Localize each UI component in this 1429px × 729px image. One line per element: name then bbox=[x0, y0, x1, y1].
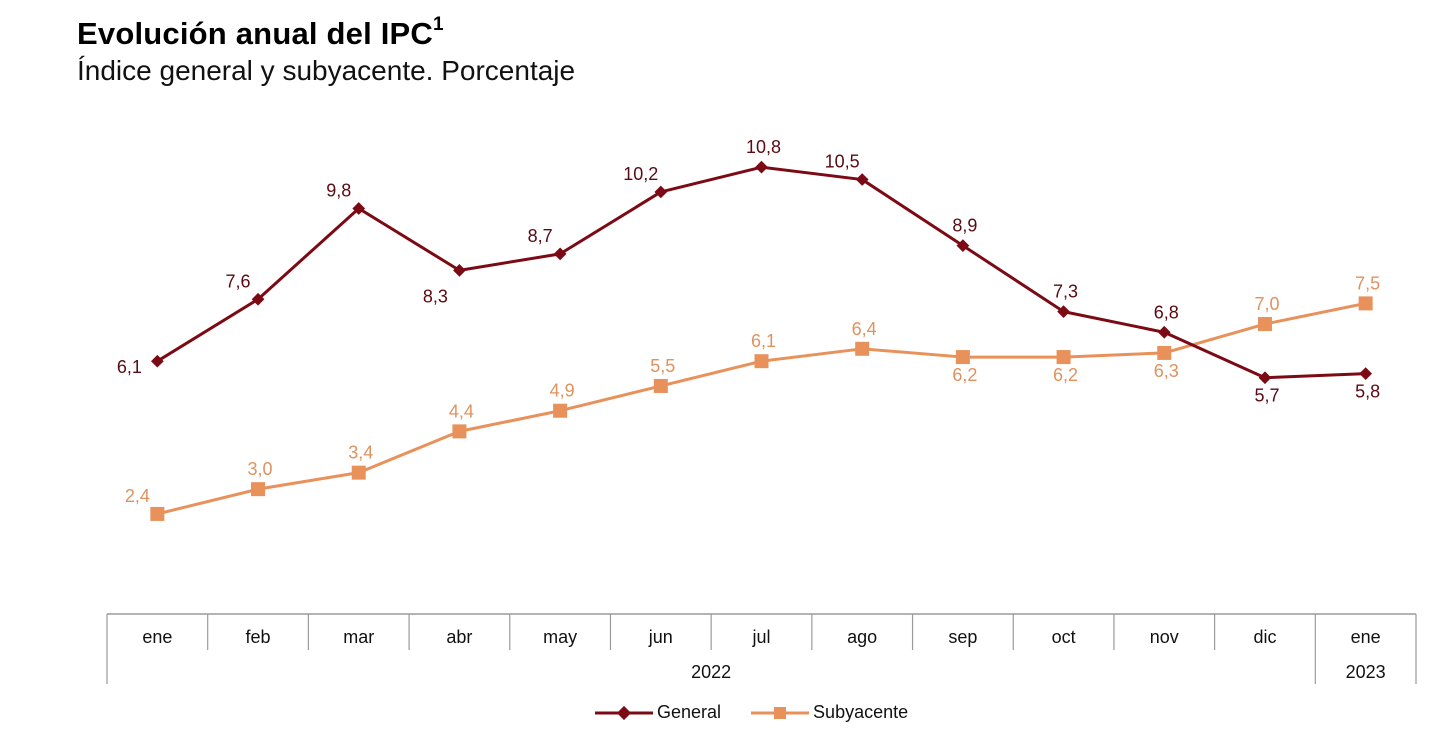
x-tick-label: abr bbox=[446, 627, 472, 647]
data-label-subyacente: 6,1 bbox=[751, 331, 776, 351]
data-label-general: 9,8 bbox=[326, 180, 351, 200]
data-label-subyacente: 7,5 bbox=[1355, 273, 1380, 293]
data-point-subyacente bbox=[452, 424, 467, 439]
x-tick-label: sep bbox=[948, 627, 977, 647]
x-tick-label: feb bbox=[246, 627, 271, 647]
data-point-general bbox=[1359, 367, 1373, 380]
x-tick-label: jun bbox=[648, 627, 673, 647]
data-point-general bbox=[755, 160, 768, 174]
x-tick-label: ago bbox=[847, 627, 877, 647]
data-label-general: 7,6 bbox=[226, 271, 251, 291]
data-label-subyacente: 3,0 bbox=[248, 459, 273, 479]
data-point-general bbox=[1258, 371, 1272, 385]
legend-subyacente-marker-icon bbox=[751, 706, 810, 719]
legend-item-subyacente: Subyacente bbox=[751, 702, 908, 723]
title-footnote: 1 bbox=[433, 13, 444, 35]
data-label-subyacente: 6,3 bbox=[1154, 361, 1179, 381]
data-point-general bbox=[352, 202, 366, 215]
category-axis-table: ene feb mar abr may jun jul ago sep oct nov dic ene 2… bbox=[106, 613, 1417, 684]
data-point-subyacente bbox=[1157, 345, 1172, 360]
data-label-subyacente: 4,4 bbox=[449, 401, 474, 421]
legend: General Subyacente bbox=[595, 702, 938, 723]
x-tick-label: ene bbox=[1351, 627, 1381, 647]
data-point-subyacente bbox=[553, 403, 568, 418]
chart-subtitle: Índice general y subyacente. Porcentaje bbox=[77, 55, 576, 86]
chart-title: Evolución anual del IPC1 bbox=[77, 13, 444, 52]
legend-general-marker-icon bbox=[595, 705, 653, 720]
legend-item-general: General bbox=[595, 702, 721, 723]
data-label-general: 6,8 bbox=[1154, 302, 1179, 322]
data-label-subyacente: 3,4 bbox=[348, 443, 373, 463]
data-point-subyacente bbox=[653, 378, 668, 393]
x-tick-label: nov bbox=[1150, 627, 1179, 647]
data-point-subyacente bbox=[855, 341, 870, 356]
data-labels: 2,4 3,0 3,4 4,4 4,9 5,5 6,1 6,4 6,2 6,2 6,3 7,0 7,5 6… bbox=[117, 137, 1380, 506]
data-label-subyacente: 4,9 bbox=[550, 381, 575, 401]
data-point-subyacente bbox=[251, 482, 266, 497]
x-tick-label: oct bbox=[1052, 627, 1076, 647]
chart-title-text: Evolución anual del IPC bbox=[77, 16, 433, 51]
data-label-general: 8,3 bbox=[423, 286, 448, 306]
data-label-general: 10,8 bbox=[746, 137, 781, 157]
legend-label-subyacente: Subyacente bbox=[813, 702, 909, 722]
data-point-subyacente bbox=[955, 350, 970, 365]
data-label-general: 10,2 bbox=[623, 164, 658, 184]
x-tick-label: dic bbox=[1253, 627, 1276, 647]
data-point-subyacente bbox=[754, 354, 769, 369]
data-point-subyacente bbox=[351, 465, 366, 480]
data-point-subyacente bbox=[1257, 317, 1272, 332]
legend-label-general: General bbox=[657, 702, 722, 722]
data-label-subyacente: 5,5 bbox=[650, 356, 675, 376]
data-label-general: 8,9 bbox=[952, 216, 977, 236]
data-label-general: 6,1 bbox=[117, 357, 142, 377]
data-label-subyacente: 7,0 bbox=[1254, 294, 1279, 314]
data-label-subyacente: 6,2 bbox=[952, 365, 977, 385]
data-label-general: 5,8 bbox=[1355, 382, 1380, 402]
data-point-general bbox=[150, 354, 164, 368]
data-label-general: 5,7 bbox=[1254, 386, 1279, 406]
year-group-label: 2022 bbox=[691, 662, 731, 682]
data-label-subyacente: 6,2 bbox=[1053, 365, 1078, 385]
line-chart: ene feb mar abr may jun jul ago sep oct nov dic ene 2… bbox=[106, 137, 1417, 684]
data-label-general: 10,5 bbox=[825, 152, 860, 172]
data-label-general: 8,7 bbox=[528, 226, 553, 246]
data-point-general bbox=[453, 264, 466, 277]
data-point-subyacente bbox=[1056, 350, 1071, 365]
x-tick-label: jul bbox=[751, 627, 770, 647]
data-label-subyacente: 2,4 bbox=[125, 486, 150, 506]
x-tick-label: ene bbox=[142, 627, 172, 647]
year-group-label: 2023 bbox=[1346, 662, 1386, 682]
data-point-subyacente bbox=[1358, 296, 1373, 311]
series-markers bbox=[150, 160, 1373, 521]
data-point-subyacente bbox=[150, 506, 165, 521]
x-tick-label: mar bbox=[343, 627, 374, 647]
data-point-general bbox=[1157, 325, 1171, 339]
data-label-general: 7,3 bbox=[1053, 282, 1078, 302]
x-tick-label: may bbox=[543, 627, 577, 647]
data-label-subyacente: 6,4 bbox=[852, 319, 877, 339]
